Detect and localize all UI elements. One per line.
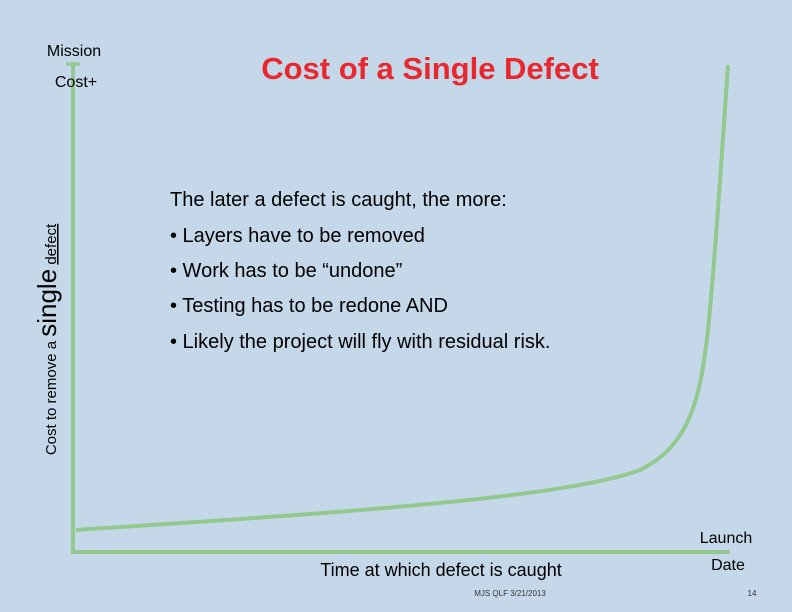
cost-curve: [75, 64, 730, 532]
y-top-label: Cost+: [55, 74, 97, 91]
y-label-part: Cost to remove a: [43, 337, 60, 455]
y-axis-label: Cost to remove a single defect: [32, 211, 62, 476]
bullet: • Likely the project will fly with resid…: [170, 331, 550, 353]
bullet: • Work has to be “undone”: [170, 260, 402, 282]
title: Cost of a Single Defect: [261, 51, 599, 86]
axes: [71, 62, 730, 554]
y-top-label: Mission: [47, 43, 101, 60]
y-label-part: defect: [43, 223, 60, 265]
bullet: • Layers have to be removed: [170, 225, 425, 247]
bullet: • Testing has to be redone AND: [170, 295, 448, 317]
x-end-label: Launch: [700, 530, 753, 547]
footer-note: MJS QLF 3/21/2013: [474, 589, 546, 598]
x-axis-label: Time at which defect is caught: [320, 560, 561, 580]
intro: The later a defect is caught, the more:: [170, 189, 507, 211]
x-end-label: Date: [711, 557, 745, 574]
body-text: The later a defect is caught, the more: …: [170, 189, 550, 353]
page-number: 14: [748, 589, 757, 598]
y-label-part: single: [32, 269, 62, 337]
